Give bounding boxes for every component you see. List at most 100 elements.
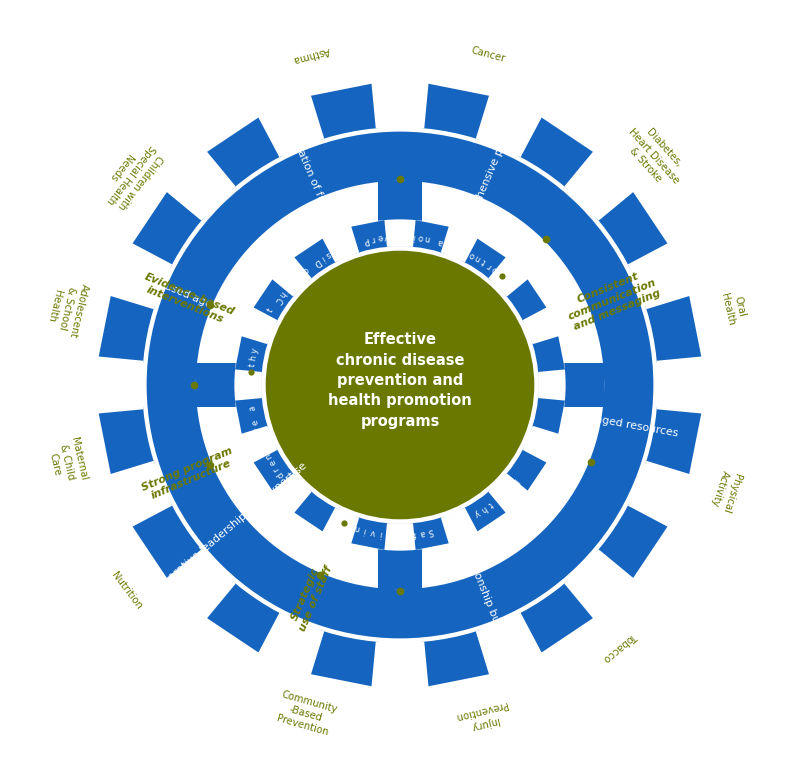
Text: a: a	[259, 319, 270, 327]
Text: C: C	[462, 246, 470, 256]
Circle shape	[266, 251, 534, 519]
Text: r: r	[282, 284, 290, 293]
Text: n: n	[450, 519, 458, 529]
Polygon shape	[98, 84, 702, 686]
Text: t: t	[480, 257, 487, 266]
Text: Community
-Based
Prevention: Community -Based Prevention	[274, 689, 338, 738]
Text: i: i	[412, 232, 415, 241]
Text: S: S	[254, 333, 264, 341]
Text: i: i	[319, 253, 326, 263]
Text: Physical
Activity: Physical Activity	[708, 468, 742, 514]
Text: n: n	[290, 273, 301, 284]
Text: i: i	[379, 528, 383, 537]
Text: Maternal
& Child
Care: Maternal & Child Care	[45, 437, 89, 487]
Text: L: L	[386, 529, 392, 538]
Text: f: f	[412, 529, 416, 538]
Text: t: t	[266, 306, 276, 314]
Text: r: r	[272, 464, 282, 473]
Text: s: s	[324, 249, 332, 259]
Text: e: e	[504, 482, 514, 492]
Text: H: H	[258, 438, 268, 448]
Circle shape	[196, 181, 604, 589]
Circle shape	[234, 219, 566, 551]
Text: Diabetes,
Heart Disease
& Stroke: Diabetes, Heart Disease & Stroke	[618, 119, 690, 194]
Text: Children with
Special Health
Needs: Children with Special Health Needs	[94, 136, 166, 213]
Text: o: o	[490, 265, 499, 275]
Text: Identification of functions: Identification of functions	[278, 108, 342, 240]
Text: r: r	[370, 233, 375, 243]
Text: Effective
chronic disease
prevention and
health promotion
programs: Effective chronic disease prevention and…	[328, 332, 472, 429]
Text: P: P	[363, 235, 370, 245]
Text: C: C	[295, 490, 306, 501]
Text: Strong program
infrastructure: Strong program infrastructure	[140, 446, 238, 504]
Text: e: e	[267, 458, 278, 467]
Text: Collaborative leadership and expertise: Collaborative leadership and expertise	[140, 460, 309, 604]
Text: H: H	[509, 476, 520, 486]
Text: e: e	[403, 529, 409, 538]
Text: a: a	[498, 488, 508, 498]
Text: t: t	[405, 232, 409, 241]
Text: Relationship building: Relationship building	[460, 543, 512, 652]
Text: n: n	[474, 253, 482, 263]
Text: t: t	[486, 499, 494, 508]
Text: r: r	[485, 261, 494, 270]
Text: e: e	[330, 246, 338, 256]
Circle shape	[146, 132, 654, 638]
Text: h: h	[290, 486, 300, 496]
Text: a: a	[336, 243, 345, 253]
Text: H: H	[246, 390, 256, 397]
Text: Adolescent
& School
Health: Adolescent & School Health	[43, 277, 90, 339]
Text: Oral
Health: Oral Health	[718, 290, 748, 326]
Text: t: t	[257, 326, 266, 333]
Text: Comprehensive planning: Comprehensive planning	[458, 109, 521, 239]
Text: v: v	[384, 232, 390, 241]
Text: l: l	[281, 477, 290, 484]
Text: i: i	[362, 525, 367, 534]
Text: s: s	[343, 241, 350, 251]
Text: h: h	[249, 354, 258, 361]
Text: n: n	[264, 452, 274, 460]
Text: h: h	[277, 289, 287, 299]
Text: a: a	[255, 433, 265, 440]
Text: Strategic
use of staff: Strategic use of staff	[287, 560, 334, 632]
Text: i: i	[297, 270, 304, 278]
Text: r: r	[262, 313, 272, 320]
Text: e: e	[246, 384, 255, 390]
Text: y: y	[472, 507, 481, 518]
Text: a: a	[437, 236, 444, 246]
Text: C: C	[273, 294, 283, 304]
Text: o: o	[468, 249, 477, 259]
Text: v: v	[370, 527, 376, 537]
Circle shape	[142, 127, 658, 643]
Text: y: y	[250, 347, 260, 354]
Text: o: o	[286, 279, 296, 289]
Text: v: v	[253, 426, 262, 434]
Polygon shape	[235, 220, 565, 550]
Text: h: h	[479, 504, 488, 514]
Text: o: o	[418, 233, 424, 242]
Text: a: a	[419, 527, 426, 537]
Text: e: e	[350, 239, 357, 249]
Text: d: d	[275, 470, 286, 479]
Polygon shape	[378, 385, 422, 589]
Text: Focused agenda: Focused agenda	[146, 273, 232, 317]
Text: a: a	[246, 377, 256, 382]
Text: Nutrition: Nutrition	[110, 571, 144, 611]
Text: d: d	[442, 521, 450, 532]
Text: e: e	[390, 232, 396, 241]
Text: S: S	[427, 526, 434, 536]
Text: a: a	[458, 515, 466, 526]
Text: l: l	[493, 494, 501, 503]
Text: n: n	[424, 233, 430, 243]
Text: Tobacco: Tobacco	[602, 631, 638, 664]
Text: d: d	[450, 241, 458, 251]
Text: n: n	[398, 232, 403, 240]
Text: Evidence-based
interventions: Evidence-based interventions	[139, 271, 236, 327]
Text: Consistent
communication
and messaging: Consistent communication and messaging	[562, 266, 662, 332]
Text: n: n	[443, 239, 451, 249]
Text: D: D	[311, 256, 322, 267]
Text: l: l	[247, 370, 256, 373]
Text: n: n	[353, 523, 361, 533]
Text: Managed resources: Managed resources	[572, 410, 679, 439]
Polygon shape	[196, 363, 400, 407]
